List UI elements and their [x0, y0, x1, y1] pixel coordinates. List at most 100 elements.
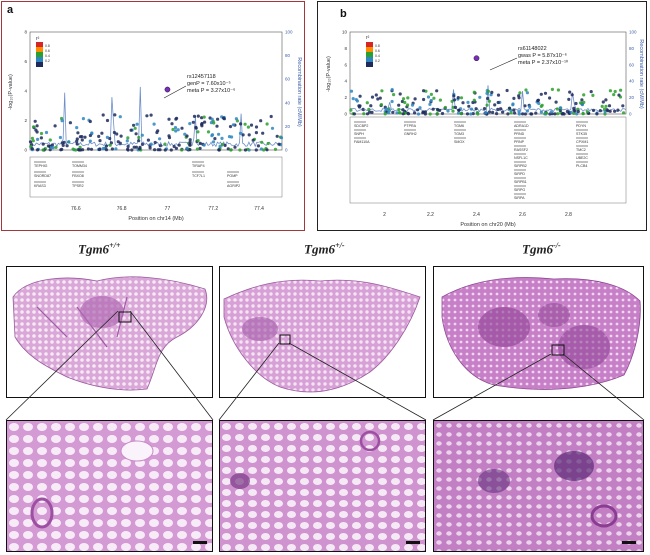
snp-point: [580, 98, 584, 102]
snp-point: [279, 136, 284, 140]
snp-point: [416, 112, 421, 116]
snp-point: [97, 134, 101, 138]
snp-point: [605, 108, 609, 112]
snp-point: [589, 90, 593, 94]
r2-swatch: [366, 57, 373, 62]
snp-point: [188, 122, 192, 126]
snp-point: [475, 111, 479, 115]
y2-tick-label: 0: [285, 148, 288, 153]
snp-point: [451, 105, 455, 109]
snp-point: [525, 109, 529, 113]
snp-point: [174, 117, 178, 121]
snp-point: [246, 125, 250, 129]
snp-point: [105, 118, 110, 123]
snp-point: [251, 138, 255, 142]
snp-point: [152, 122, 156, 126]
zoom-image-ko: [434, 421, 643, 551]
recombination-curve: [29, 86, 283, 148]
snp-point: [32, 125, 36, 129]
snp-point: [188, 148, 192, 152]
snp-point: [138, 145, 142, 149]
snp-point: [191, 120, 195, 124]
snp-points: [28, 86, 284, 152]
snp-point: [76, 131, 80, 135]
snp-point: [90, 131, 94, 135]
snp-point: [369, 104, 373, 108]
y2-tick-label: 60: [285, 77, 291, 82]
snp-point: [398, 92, 402, 96]
snp-point: [349, 108, 353, 112]
snp-point: [443, 105, 447, 110]
y-axis-label: -log₁₀(P-value): [8, 74, 14, 110]
snp-point: [472, 90, 476, 94]
snp-point: [210, 117, 214, 121]
snp-point: [512, 96, 516, 100]
snp-point: [354, 98, 358, 102]
snp-point: [358, 104, 362, 108]
snp-point: [429, 98, 433, 103]
r2-swatch: [36, 47, 43, 52]
snp-point: [88, 139, 92, 143]
snp-point: [595, 112, 599, 116]
x-tick-label: 2.8: [565, 212, 572, 218]
snp-point: [585, 110, 589, 114]
snp-point: [534, 111, 538, 115]
snp-point: [604, 98, 608, 102]
snp-point: [487, 110, 492, 114]
snp-point: [41, 148, 45, 152]
snp-point: [39, 136, 44, 140]
snp-point: [31, 139, 35, 143]
snp-point: [228, 125, 233, 129]
r2-swatch: [36, 52, 43, 57]
snp-point: [231, 123, 235, 127]
snp-point: [277, 142, 281, 146]
snp-point: [48, 138, 52, 142]
r2-swatch: [366, 47, 373, 52]
snp-point: [465, 112, 470, 116]
snp-point: [185, 146, 189, 150]
snp-point: [603, 110, 607, 114]
recombination-line: [29, 86, 283, 148]
snp-point: [132, 123, 136, 127]
snp-point: [200, 116, 204, 120]
snp-point: [452, 98, 457, 102]
snp-point: [80, 135, 84, 139]
snp-point: [490, 90, 494, 94]
snp-point: [222, 116, 226, 120]
snp-point: [158, 148, 162, 152]
snp-point: [401, 112, 405, 116]
y2-tick-label: 60: [629, 62, 635, 67]
snp-point: [406, 96, 410, 100]
gene-label: PDYN: [576, 124, 586, 128]
snp-point: [100, 131, 104, 135]
snp-point: [469, 112, 473, 116]
snp-point: [75, 126, 79, 130]
snp-point: [523, 104, 527, 108]
snp-point: [397, 107, 401, 112]
snp-point: [451, 109, 455, 113]
genotype-label-het: Tgm6+/-: [304, 241, 345, 257]
snp-point: [148, 146, 152, 150]
snp-point: [591, 93, 595, 97]
snp-point: [185, 134, 189, 138]
snp-point: [83, 135, 87, 139]
snp-point: [523, 112, 527, 116]
r2-legend-title: r²: [36, 36, 40, 42]
snp-point: [471, 112, 475, 116]
snp-point: [171, 127, 175, 132]
snp-point: [110, 147, 114, 151]
snp-point: [555, 107, 559, 111]
snp-point: [518, 91, 522, 95]
snp-point: [30, 136, 34, 140]
lead-snp-gwas-p: genP = 7.60x10⁻⁵: [187, 80, 231, 87]
snp-point: [163, 142, 167, 146]
snp-point: [254, 148, 258, 152]
snp-point: [75, 142, 79, 146]
x-tick-label: 2: [383, 212, 386, 218]
snp-point: [406, 103, 410, 107]
snp-point: [78, 145, 82, 149]
snp-point: [243, 122, 247, 126]
snp-point: [81, 117, 85, 121]
y2-tick-label: 20: [285, 124, 291, 129]
